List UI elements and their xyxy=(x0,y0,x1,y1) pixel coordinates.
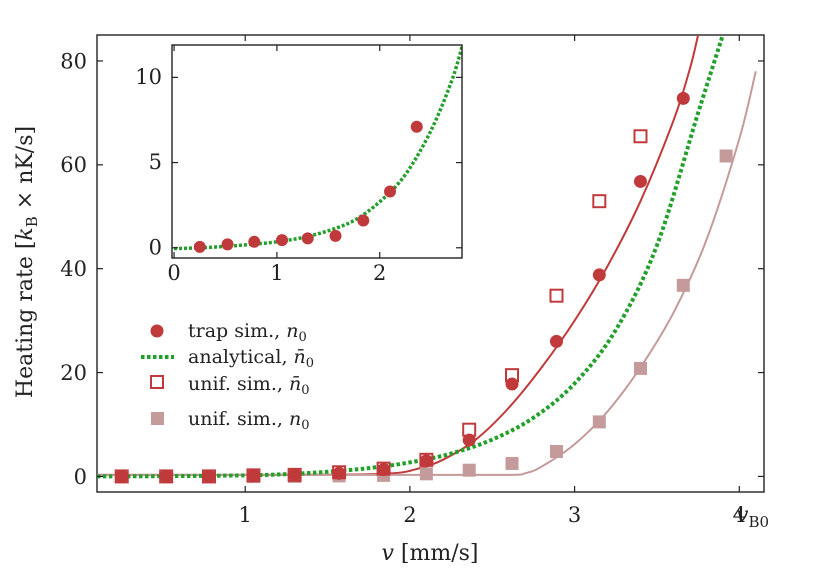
legend-entry-unif-sim-n: unif. sim., n0 xyxy=(151,408,309,433)
inset-point-trap-sim xyxy=(301,232,314,245)
main-point-unif-sim-n xyxy=(719,149,733,163)
inset-y-tick-label: 0 xyxy=(149,235,162,259)
main-point-unif-sim-n xyxy=(676,278,690,292)
inset-point-trap-sim xyxy=(221,238,234,251)
inset-y-tick-label: 5 xyxy=(149,150,162,174)
legend-label-trap-sim: trap sim., n0 xyxy=(188,320,307,345)
inset-y-tick-label: 10 xyxy=(135,65,162,89)
x-extra-label-vb0: vB0 xyxy=(736,503,769,531)
main-point-unif-sim-nbar xyxy=(287,467,302,482)
inset-point-trap-sim xyxy=(329,229,342,242)
main-point-unif-sim-n xyxy=(549,444,563,458)
main-point-trap-sim xyxy=(115,469,129,483)
main-point-unif-sim-nbar xyxy=(246,468,261,483)
inset-point-trap-sim xyxy=(357,214,370,227)
legend-label-unif-sim-nbar: unif. sim., n̄0 xyxy=(188,373,309,398)
main-point-unif-sim-nbar xyxy=(633,129,648,144)
inset-point-trap-sim xyxy=(410,120,423,133)
main-point-unif-sim-nbar xyxy=(549,288,564,303)
main-point-trap-sim xyxy=(462,433,476,447)
legend-marker-filled-square xyxy=(151,412,164,425)
legend-entry-analytical: analytical, n̄0 xyxy=(141,346,314,371)
inset-point-trap-sim xyxy=(248,235,261,248)
main-point-unif-sim-nbar xyxy=(201,469,216,484)
inset-x-tick-label: 0 xyxy=(167,261,180,285)
main-x-tick-label: 2 xyxy=(403,503,416,527)
inset-point-trap-sim xyxy=(276,234,289,247)
inset-point-trap-sim xyxy=(384,185,397,198)
legend-entry-trap-sim: trap sim., n0 xyxy=(150,320,307,345)
legend-marker-open-square xyxy=(150,375,164,389)
main-point-trap-sim xyxy=(246,468,260,482)
main-point-unif-sim-nbar xyxy=(592,194,607,209)
main-x-tick-label: 3 xyxy=(568,503,581,527)
main-y-tick-label: 40 xyxy=(60,257,87,281)
main-point-trap-sim xyxy=(549,334,563,348)
main-point-unif-sim-nbar xyxy=(505,368,520,383)
main-point-unif-sim-n xyxy=(505,456,519,470)
x-axis-label: v [mm/s] xyxy=(381,541,478,566)
main-point-trap-sim xyxy=(159,469,173,483)
main-x-tick-label: 1 xyxy=(239,503,252,527)
inset-plot-frame xyxy=(171,44,463,259)
inset-x-tick-label: 2 xyxy=(373,261,386,285)
main-point-trap-sim xyxy=(332,466,346,480)
main-point-trap-sim xyxy=(419,454,433,468)
main-point-trap-sim xyxy=(505,377,519,391)
main-y-tick-label: 80 xyxy=(60,49,87,73)
main-point-unif-sim-n xyxy=(462,463,476,477)
main-point-unif-sim-nbar xyxy=(332,465,347,480)
legend-marker-filled-circle xyxy=(150,324,164,338)
main-y-tick-label: 20 xyxy=(60,361,87,385)
main-point-trap-sim xyxy=(633,174,647,188)
main-point-unif-sim-n xyxy=(419,467,433,481)
main-point-unif-sim-nbar xyxy=(114,469,129,484)
main-y-tick-label: 0 xyxy=(74,465,87,489)
main-point-unif-sim-n xyxy=(633,361,647,375)
main-point-unif-sim-nbar xyxy=(462,422,477,437)
main-plot-frame xyxy=(96,34,765,493)
main-point-trap-sim xyxy=(592,268,606,282)
main-point-trap-sim xyxy=(676,91,690,105)
legend-label-analytical: analytical, n̄0 xyxy=(188,346,314,371)
main-point-trap-sim xyxy=(202,469,216,483)
main-point-unif-sim-nbar xyxy=(419,452,434,467)
inset-point-trap-sim xyxy=(193,240,206,253)
main-x-tick-label: 4 xyxy=(733,503,746,527)
main-point-unif-sim-nbar xyxy=(376,461,391,476)
main-y-tick-label: 60 xyxy=(60,153,87,177)
main-point-unif-sim-nbar xyxy=(159,469,174,484)
legend-entry-unif-sim-nbar: unif. sim., n̄0 xyxy=(150,373,309,398)
main-point-unif-sim-n xyxy=(592,415,606,429)
y-axis-label: Heating rate [kB × nK/s] xyxy=(13,126,41,398)
inset-x-tick-label: 1 xyxy=(270,261,283,285)
main-point-trap-sim xyxy=(377,463,391,477)
main-point-trap-sim xyxy=(288,468,302,482)
legend-label-unif-sim-n: unif. sim., n0 xyxy=(188,408,309,433)
legend: trap sim., n0 analytical, n̄0 unif. sim.… xyxy=(141,320,314,433)
inset-plot-background xyxy=(172,45,462,258)
